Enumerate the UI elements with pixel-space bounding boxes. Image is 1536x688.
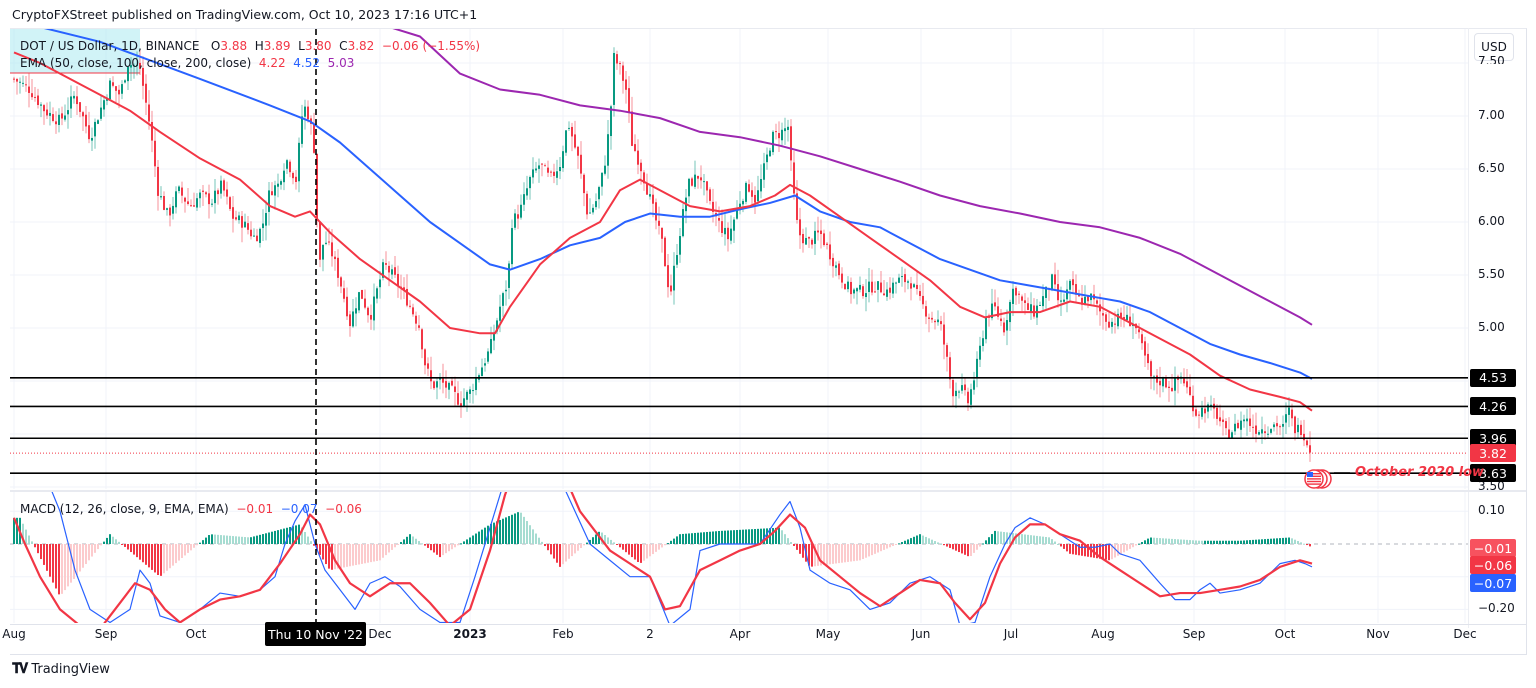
- high-label: H: [254, 39, 264, 53]
- macd-legend: MACD (12, 26, close, 9, EMA, EMA) −0.01 …: [20, 502, 362, 516]
- macd-value-label: −0.07: [1470, 574, 1516, 592]
- close-value: 3.82: [347, 39, 375, 53]
- price-level-label: 4.53: [1470, 368, 1516, 387]
- crosshair-date-tooltip: Thu 10 Nov '22: [265, 622, 366, 646]
- change-value: −0.06 (−1.55%): [381, 39, 481, 53]
- macd-value-label: −0.06: [1470, 556, 1516, 574]
- low-value: 3.80: [304, 39, 332, 53]
- ema200-line: [392, 29, 1313, 326]
- macd-indicator-name[interactable]: MACD (12, 26, close, 9, EMA, EMA): [20, 502, 229, 516]
- ema200-value: 5.03: [327, 56, 355, 70]
- price-tick: 3.50: [1478, 479, 1505, 493]
- time-tick: 2023: [453, 627, 487, 641]
- time-tick: Dec: [1453, 627, 1477, 641]
- time-tick: Aug: [1091, 627, 1115, 641]
- price-tick: 5.00: [1478, 320, 1505, 334]
- macd-value-label: −0.01: [1470, 539, 1516, 557]
- time-tick: Feb: [552, 627, 574, 641]
- symbol-legend: DOT / US Dollar, 1D, BINANCE O3.88 H3.89…: [20, 39, 480, 53]
- ema-indicator-name[interactable]: EMA (50, close, 100, close, 200, close): [20, 56, 252, 70]
- macd-signal-value: −0.06: [325, 502, 362, 516]
- time-axis-separator: [10, 624, 1526, 625]
- time-tick: Sep: [94, 627, 118, 641]
- high-value: 3.89: [263, 39, 291, 53]
- time-tick: 2: [646, 627, 654, 641]
- time-tick: Oct: [185, 627, 207, 641]
- macd-tick: −0.20: [1478, 601, 1515, 616]
- us-flag-event-icon[interactable]: [1304, 469, 1350, 489]
- macd-line: [51, 492, 1313, 623]
- price-tick: 6.00: [1478, 214, 1505, 228]
- open-value: 3.88: [220, 39, 248, 53]
- signal-line: [12, 492, 1313, 623]
- price-pane[interactable]: [10, 0, 1468, 489]
- ema100-line: [43, 29, 1313, 380]
- time-tick: Oct: [1274, 627, 1296, 641]
- price-level-label: 4.26: [1470, 397, 1516, 416]
- price-tick: 5.50: [1478, 267, 1505, 281]
- symbol-name[interactable]: DOT / US Dollar, 1D, BINANCE: [20, 39, 200, 53]
- tradingview-brand: TradingView: [31, 661, 110, 677]
- pane-separator[interactable]: [10, 490, 1526, 492]
- macd-tick: 0.10: [1478, 503, 1505, 518]
- ema100-value: 4.52: [293, 56, 320, 70]
- time-tick: May: [815, 627, 841, 641]
- time-tick: Aug: [2, 627, 26, 641]
- tradingview-logo-icon: 𝐓𝐕: [12, 661, 28, 677]
- price-tick: 7.50: [1478, 54, 1505, 64]
- price-level-label: 3.82: [1470, 444, 1516, 463]
- ema50-value: 4.22: [258, 56, 286, 70]
- time-tick: Jun: [911, 627, 931, 641]
- macd-pane[interactable]: [10, 430, 1468, 629]
- time-tick: Dec: [368, 627, 392, 641]
- time-tick: Apr: [729, 627, 751, 641]
- time-tick: Nov: [1366, 627, 1390, 641]
- price-level-label: 3.96: [1470, 429, 1516, 448]
- macd-histogram-value: −0.01: [236, 502, 274, 516]
- time-tick: Jul: [1003, 627, 1019, 641]
- currency-button[interactable]: USD: [1474, 33, 1514, 61]
- price-level-label: 3.63: [1470, 464, 1516, 483]
- close-label: C: [339, 39, 348, 53]
- price-tick: 7.00: [1478, 108, 1505, 122]
- price-tick: 6.50: [1478, 161, 1505, 175]
- open-label: O: [210, 39, 221, 53]
- low-label: L: [298, 39, 305, 53]
- october-2020-low-annotation: October 2020 low: [1355, 465, 1485, 480]
- price-axis-separator: [1468, 28, 1469, 628]
- publisher-caption: CryptoFXStreet published on TradingView.…: [12, 7, 478, 22]
- macd-line-value: −0.07: [280, 502, 318, 516]
- ema50-line: [13, 51, 1313, 412]
- ema-legend: EMA (50, close, 100, close, 200, close) …: [20, 56, 354, 70]
- time-tick: Sep: [1182, 627, 1206, 641]
- tradingview-logo[interactable]: 𝐓𝐕 TradingView: [12, 661, 110, 677]
- chart-frame: [10, 28, 1527, 655]
